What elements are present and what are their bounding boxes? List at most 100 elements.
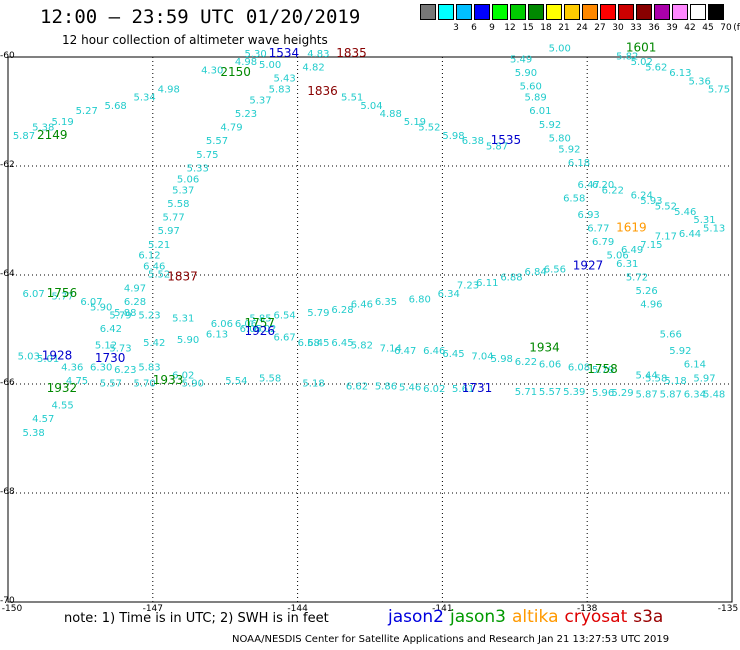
wave-height-label: 6.49 [621, 245, 643, 256]
wave-height-label: 6.88 [500, 272, 522, 283]
wave-height-label: 6.06 [235, 319, 257, 330]
wave-height-label: 5.39 [563, 387, 585, 398]
wave-height-label: 5.21 [148, 240, 170, 251]
wave-height-label: 5.90 [515, 68, 537, 79]
wave-height-label: 6.46 [423, 346, 445, 357]
wave-height-label: 6.38 [462, 136, 484, 147]
color-scale-label: 33 [630, 23, 642, 33]
wave-height-label: 5.38 [32, 123, 54, 134]
satellite-jason3: jason3 [450, 607, 506, 627]
wave-height-label: 5.89 [524, 93, 546, 104]
wave-height-label: 5.58 [259, 373, 281, 384]
wave-height-label: 5.18 [664, 376, 686, 387]
wave-height-label: 5.90 [90, 302, 112, 313]
pass-time-label: 1619 [616, 220, 647, 234]
wave-height-label: 6.31 [616, 259, 638, 270]
wave-height-label: 5.79 [307, 308, 329, 319]
wave-height-label: 5.72 [626, 272, 648, 283]
wave-height-label: 5.36 [689, 76, 711, 87]
wave-height-label: 6.14 [684, 360, 706, 371]
wave-height-label: 6.02 [423, 384, 445, 395]
color-swatch [546, 4, 562, 20]
wave-height-label: 5.31 [693, 215, 715, 226]
pass-time-label: 1730 [95, 351, 126, 365]
wave-height-label: 5.68 [105, 101, 127, 112]
pass-time-label: 1837 [167, 269, 198, 283]
color-swatch [654, 4, 670, 20]
wave-height-label: 5.60 [520, 82, 542, 93]
wave-height-label: 6.45 [307, 338, 329, 349]
wave-height-label: 5.71 [515, 387, 537, 398]
wave-height-label: 5.90 [182, 379, 204, 390]
color-swatch [528, 4, 544, 20]
color-scale-label: 6 [471, 23, 477, 33]
wave-height-label: 6.77 [587, 223, 609, 234]
wave-height-label: 5.27 [76, 106, 98, 117]
pass-time-label: 1933 [153, 373, 184, 387]
color-scale-label: 39 [666, 23, 678, 33]
wave-height-label: 5.37 [172, 185, 194, 196]
pass-time-label: 1756 [47, 286, 78, 300]
wave-height-label: 6.22 [515, 357, 537, 368]
color-scale-label: 27 [594, 23, 606, 33]
pass-time-label: 1534 [269, 46, 300, 60]
wave-height-label: 4.79 [220, 123, 242, 134]
satellite-s3a: s3a [633, 607, 664, 627]
wave-height-label: 6.11 [476, 278, 498, 289]
wave-height-label: 4.83 [307, 49, 329, 60]
color-swatch [618, 4, 634, 20]
color-scale-label: 36 [648, 23, 660, 33]
wave-height-label: 5.31 [172, 313, 194, 324]
wave-height-label: 5.30 [245, 49, 267, 60]
latitude-label: -68 [0, 487, 15, 497]
wave-height-label: 5.26 [635, 286, 657, 297]
wave-height-label: 5.51 [341, 93, 363, 104]
wave-height-label: 5.48 [703, 390, 725, 401]
wave-height-label: 6.34 [684, 390, 706, 401]
wave-height-label: 4.36 [61, 362, 83, 373]
wave-height-label: 5.83 [138, 362, 160, 373]
color-swatch [456, 4, 472, 20]
wave-height-label: 4.88 [380, 109, 402, 120]
wave-height-label: 5.52 [655, 202, 677, 213]
wave-height-label: 5.88 [114, 308, 136, 319]
wave-height-label: 6.34 [438, 289, 460, 300]
page-subtitle: 12 hour collection of altimeter wave hei… [62, 33, 328, 47]
wave-height-label: 5.62 [645, 63, 667, 74]
wave-height-label: 6.56 [544, 264, 566, 275]
wave-height-label: 5.44 [635, 371, 657, 382]
wave-height-label: 6.23 [114, 365, 136, 376]
color-swatch [420, 4, 436, 20]
wave-height-label: 6.05 [240, 324, 262, 335]
wave-height-label: 5.80 [549, 133, 571, 144]
color-swatch [708, 4, 724, 20]
wave-height-label: 6.06 [211, 319, 233, 330]
wave-height-label: 5.58 [645, 373, 667, 384]
wave-height-label: 6.54 [273, 311, 295, 322]
color-scale-label: 12 [504, 23, 516, 33]
wave-height-label: 5.23 [138, 311, 160, 322]
latitude-label: -70 [0, 596, 15, 606]
wave-height-label: 6.67 [273, 332, 295, 343]
latitude-label: -60 [0, 51, 15, 61]
pass-time-label: 1758 [587, 362, 618, 376]
wave-height-label: 5.96 [592, 388, 614, 399]
page-title: 12:00 – 23:59 UTC 01/20/2019 [40, 6, 361, 28]
wave-height-label: 4.96 [640, 300, 662, 311]
pass-time-label: 1928 [42, 348, 73, 362]
wave-height-label: 7.04 [471, 351, 493, 362]
wave-height-label: 5.37 [249, 95, 271, 106]
wave-height-label: 5.00 [259, 60, 281, 71]
wave-height-label: 5.92 [539, 120, 561, 131]
wave-height-label: 5.03 [18, 351, 40, 362]
pass-time-label: 1926 [245, 324, 276, 338]
map-frame [7, 56, 733, 603]
wave-height-label: 5.92 [669, 346, 691, 357]
wave-height-label: 6.46 [143, 262, 165, 273]
wave-height-label: 5.34 [133, 93, 155, 104]
wave-height-label: 5.02 [631, 57, 653, 68]
color-scale-label: 3 [453, 23, 459, 33]
color-swatch [492, 4, 508, 20]
wave-height-label: 5.87 [13, 131, 35, 142]
